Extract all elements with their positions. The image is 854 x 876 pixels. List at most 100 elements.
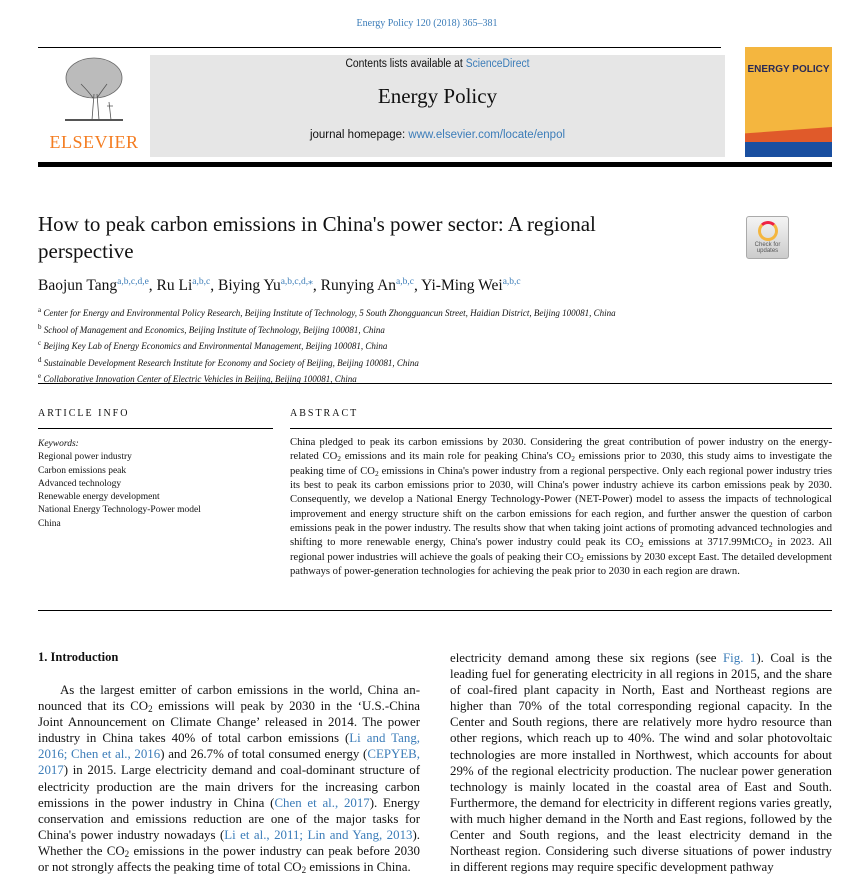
text-run: in 2023. All regional power industries w… xyxy=(290,537,832,563)
cover-band-orange xyxy=(745,127,832,143)
text-run: ). Whether the CO xyxy=(38,827,420,858)
citation-link[interactable]: CEPYEB, 2017 xyxy=(38,747,420,778)
affiliation-key: c xyxy=(38,339,42,348)
author-affiliation-marks[interactable]: a,b,c,d,⁎ xyxy=(280,277,313,287)
author-separator: , xyxy=(148,277,157,295)
author-separator: , xyxy=(210,277,218,295)
subscript: 2 xyxy=(124,848,130,859)
sciencedirect-link[interactable]: ScienceDirect xyxy=(465,58,530,70)
article-title: How to peak carbon emissions in China's … xyxy=(38,212,596,263)
article-info-heading: ARTICLE INFO xyxy=(38,408,130,419)
keyword-item: Advanced technology xyxy=(38,478,122,489)
author-affiliation-marks[interactable]: a,b,c xyxy=(502,277,521,287)
elsevier-tree-icon xyxy=(65,57,123,121)
elsevier-wordmark: ELSEVIER xyxy=(49,132,139,152)
keyword-item: Regional power industry xyxy=(38,452,132,463)
citation-link[interactable]: Li et al., 2011; Lin and Yang, 2013 xyxy=(224,827,413,842)
check-for-updates-button[interactable]: Check for updates xyxy=(746,216,789,259)
text-run: emissions by 2030 except East. The detai… xyxy=(290,551,832,578)
author-affiliation-marks[interactable]: a,b,c xyxy=(192,277,211,287)
subscript: 2 xyxy=(337,454,341,464)
journal-citation[interactable]: Energy Policy 120 (2018) 365–381 xyxy=(0,18,854,29)
journal-name: Energy Policy xyxy=(377,84,498,108)
affiliation-text: School of Management and Economics, Beij… xyxy=(43,324,385,335)
text-run: China pledged to peak its carbon emissio… xyxy=(290,437,832,463)
homepage-prefix: journal homepage: xyxy=(309,129,409,141)
text-run: emissions in the power industry can peak… xyxy=(38,843,420,875)
cover-band-blue xyxy=(745,142,832,157)
text-run: emissions prior to 2030, this study aims… xyxy=(290,451,832,477)
keywords-label: Keywords: xyxy=(38,439,79,449)
subscript: 2 xyxy=(301,865,307,876)
journal-cover[interactable]: ENERGY POLICY xyxy=(745,47,832,157)
author-name[interactable]: Runying An xyxy=(320,277,397,295)
affiliation-text: Beijing Key Lab of Energy Economics and … xyxy=(43,341,388,352)
abstract-heading: ABSTRACT xyxy=(290,408,359,419)
text-run: ). Coal is the leading fuel for generati… xyxy=(450,651,832,875)
homepage-line: journal homepage: www.elsevier.com/locat… xyxy=(150,129,725,141)
keyword-item: Renewable energy development xyxy=(38,492,160,503)
text-run: electricity demand among these six regio… xyxy=(450,651,723,665)
divider xyxy=(38,610,832,611)
subscript: 2 xyxy=(148,704,153,715)
cover-title: ENERGY POLICY xyxy=(747,64,830,75)
divider xyxy=(290,428,832,429)
contents-line: Contents lists available at ScienceDirec… xyxy=(179,58,697,70)
citation-link[interactable]: Li and Tang, 2016; Chen et al., 2016 xyxy=(38,731,420,762)
subscript: 2 xyxy=(580,554,584,564)
divider xyxy=(38,428,273,429)
text-run: emissions in China. xyxy=(306,860,411,875)
divider xyxy=(38,383,832,384)
author-separator: , xyxy=(413,277,422,295)
homepage-link[interactable]: www.elsevier.com/locate/enpol xyxy=(408,129,566,141)
affiliation-item: c Beijing Key Lab of Energy Economics an… xyxy=(38,337,616,354)
citation-link[interactable]: Chen et al., 2017 xyxy=(274,795,370,810)
author-list: Baojun Tanga,b,c,d,e, Ru Lia,b,c, Biying… xyxy=(38,276,521,295)
text-run: emissions in China's power industry from… xyxy=(290,465,832,549)
check-updates-label: Check for updates xyxy=(754,242,781,254)
affiliation-key: d xyxy=(38,355,42,364)
keywords-block: Keywords: Regional power industry Carbon … xyxy=(38,438,201,531)
affiliation-text: Center for Energy and Environmental Poli… xyxy=(43,308,616,318)
text-run: emissions will peak by 2030 in the ‘U.S.… xyxy=(38,699,420,746)
subscript: 2 xyxy=(768,540,773,550)
contents-prefix: Contents lists available at xyxy=(345,58,466,70)
keyword-item: National Energy Technology-Power model xyxy=(38,505,201,516)
elsevier-logo: ELSEVIER xyxy=(38,54,150,158)
divider xyxy=(38,47,721,48)
affiliation-text: Collaborative Innovation Center of Elect… xyxy=(43,374,357,385)
text-run: ). Energy conservation and emissions red… xyxy=(38,795,421,842)
citation-link[interactable]: Fig. 1 xyxy=(723,651,757,665)
author-separator: , xyxy=(312,277,321,295)
affiliation-key: b xyxy=(38,322,42,331)
affiliations: a Center for Energy and Environmental Po… xyxy=(38,304,616,387)
affiliation-item: e Collaborative Innovation Center of Ele… xyxy=(38,370,616,387)
keyword-item: China xyxy=(38,518,61,529)
subscript: 2 xyxy=(639,540,644,550)
bookmark-icon xyxy=(757,221,778,241)
subscript: 2 xyxy=(374,468,379,478)
journal-masthead: Contents lists available at ScienceDirec… xyxy=(150,55,725,157)
text-run: emissions and its main role for peaking … xyxy=(340,451,572,463)
affiliation-key: a xyxy=(38,306,42,314)
author-affiliation-marks[interactable]: a,b,c,d,e xyxy=(117,277,149,287)
affiliation-key: e xyxy=(38,372,42,381)
text-run: ) and 26.7% of total consumed energy ( xyxy=(160,747,368,762)
intro-right-column: electricity demand among these six regio… xyxy=(450,650,832,875)
affiliation-item: a Center for Energy and Environmental Po… xyxy=(38,304,616,321)
affiliation-item: d Sustainable Development Research Insti… xyxy=(38,354,616,371)
affiliation-item: b School of Management and Economics, Be… xyxy=(38,321,616,338)
author-name[interactable]: Baojun Tang xyxy=(38,277,118,295)
divider xyxy=(38,162,832,167)
affiliation-text: Sustainable Development Research Institu… xyxy=(43,357,419,368)
author-affiliation-marks[interactable]: a,b,c xyxy=(396,277,414,287)
section-heading-introduction: 1. Introduction xyxy=(38,650,119,664)
text-run: As the largest emitter of carbon emissio… xyxy=(38,683,420,714)
author-name[interactable]: Yi-Ming Wei xyxy=(421,277,503,295)
author-name[interactable]: Biying Yu xyxy=(217,277,281,295)
citation-link[interactable]: Energy Policy 120 (2018) 365–381 xyxy=(356,18,498,29)
author-name[interactable]: Ru Li xyxy=(156,277,193,295)
abstract-text: China pledged to peak its carbon emissio… xyxy=(290,436,832,579)
subscript: 2 xyxy=(571,454,575,464)
intro-left-column: As the largest emitter of carbon emissio… xyxy=(38,682,420,875)
